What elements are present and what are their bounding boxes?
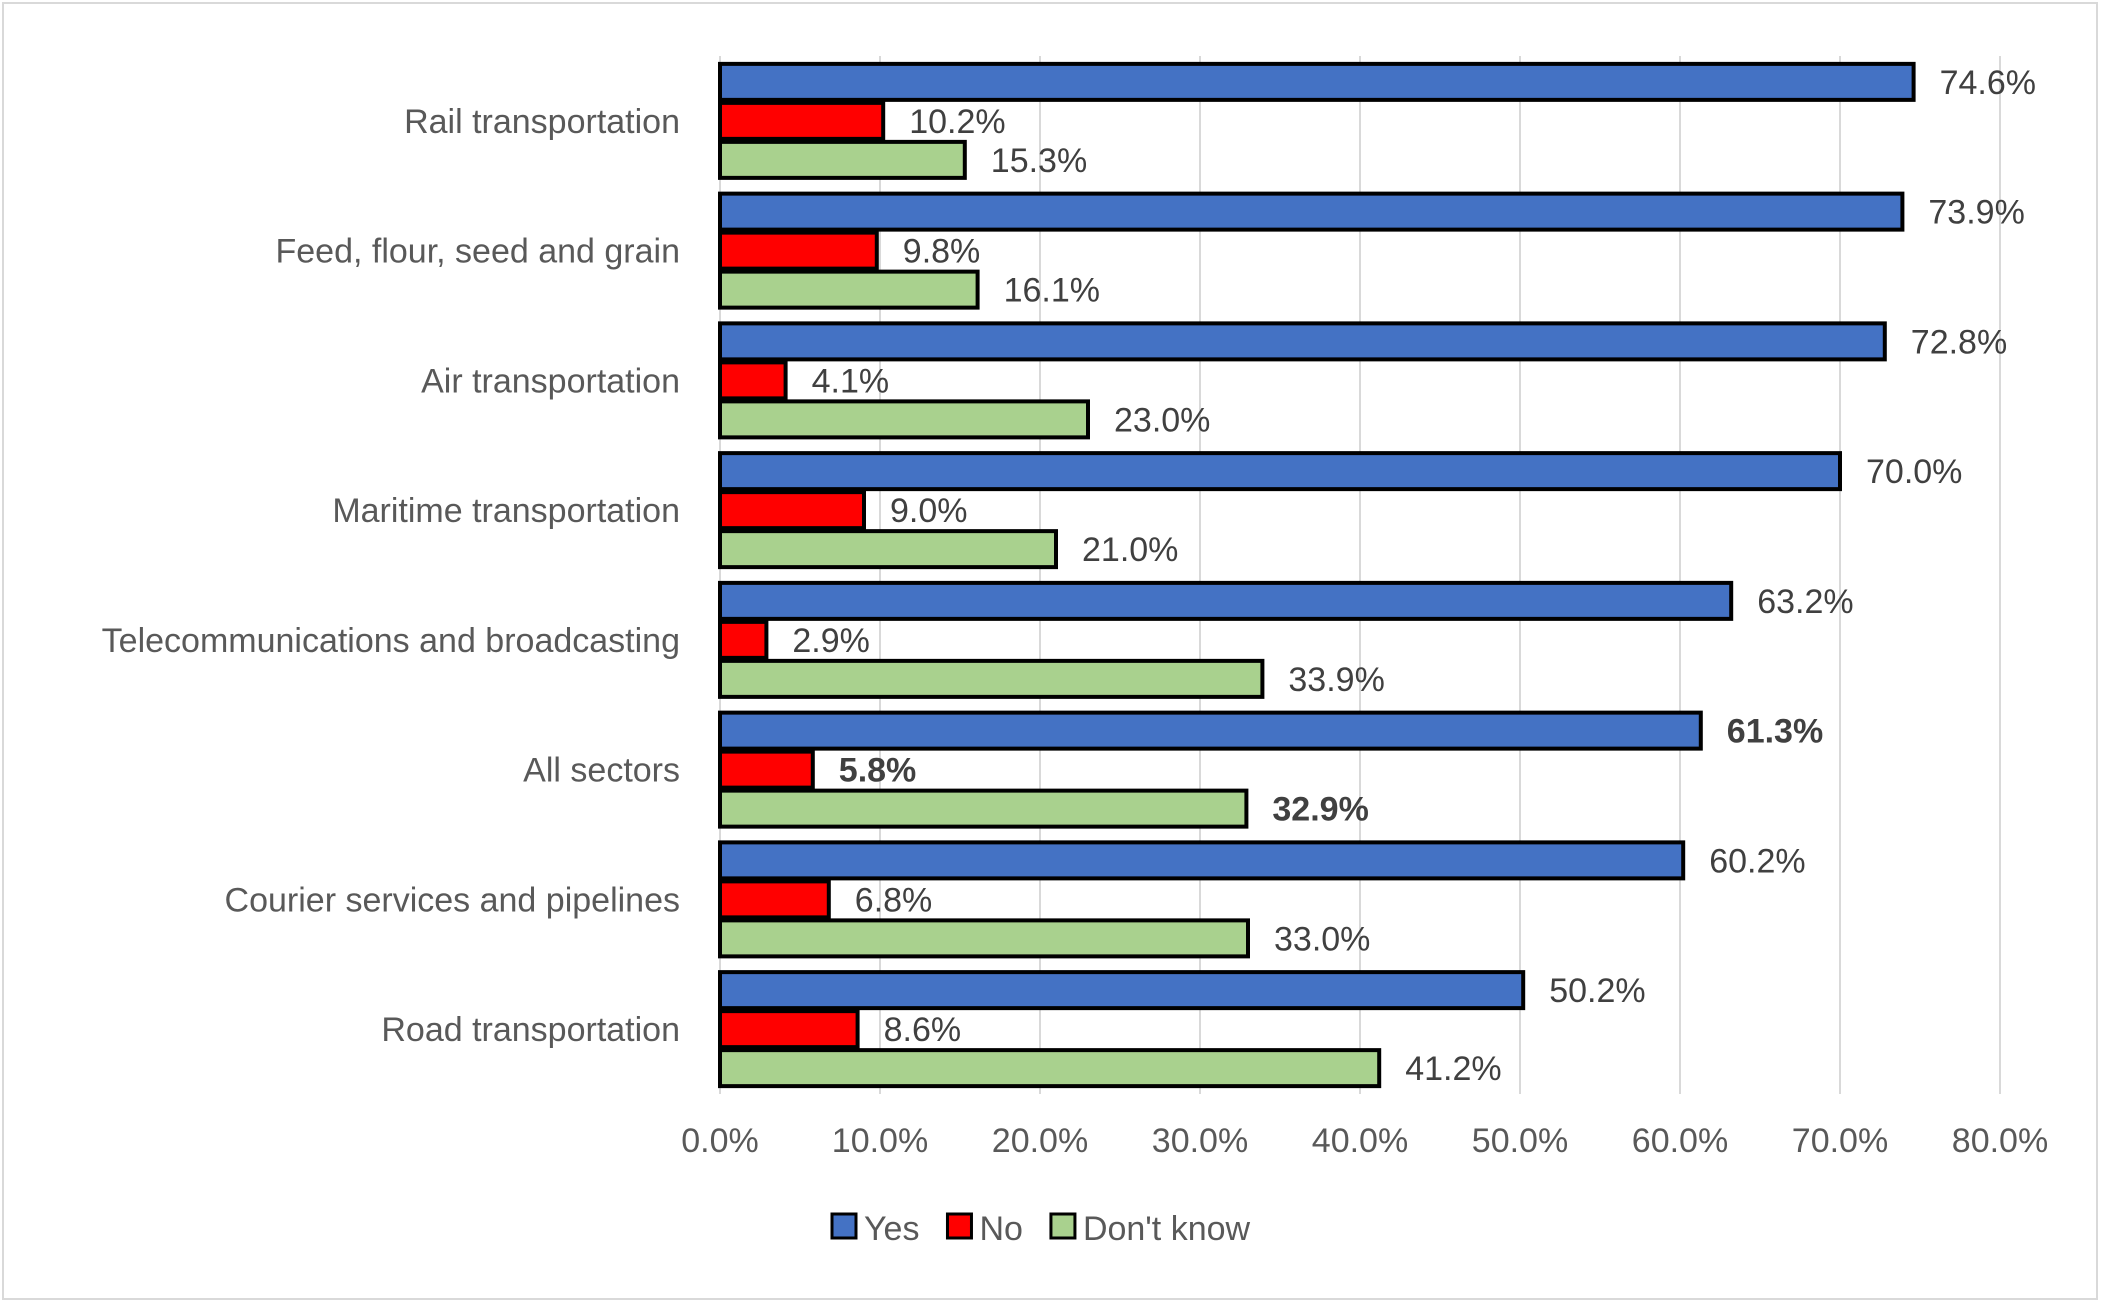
x-tick-label: 30.0% (1152, 1122, 1248, 1160)
bar-no-rail-transportation (718, 100, 886, 141)
bar-yes-feed-flour-seed-and-grain (718, 191, 1905, 232)
data-label-no: 5.8% (839, 752, 917, 790)
data-label-yes: 50.2% (1549, 972, 1645, 1010)
legend-swatch-no (945, 1212, 973, 1240)
data-label-don-t-know: 16.1% (1004, 272, 1100, 310)
legend-swatch-yes (830, 1212, 858, 1240)
bar-yes-air-transportation (718, 321, 1887, 362)
data-label-yes: 74.6% (1940, 64, 2036, 102)
category-label: Rail transportation (404, 103, 680, 141)
legend-swatch-don-t-know (1049, 1212, 1077, 1240)
x-tick-label: 40.0% (1312, 1122, 1408, 1160)
bar-don-t-know-maritime-transportation (718, 529, 1058, 570)
data-label-no: 4.1% (812, 362, 890, 400)
bar-don-t-know-road-transportation (718, 1048, 1382, 1089)
bar-don-t-know-telecommunications-and-broadcasting (718, 658, 1265, 699)
data-label-don-t-know: 15.3% (991, 142, 1087, 180)
bar-yes-road-transportation (718, 970, 1526, 1011)
x-axis-ticks: 0.0% 10.0% 20.0% 30.0% 40.0% 50.0% 60.0% 70.0% 8… (681, 1122, 2048, 1160)
x-tick-label: 0.0% (681, 1122, 759, 1160)
category-label: Road transportation (381, 1011, 680, 1049)
legend-label-don-t-know: Don't know (1083, 1210, 1251, 1248)
data-label-yes: 70.0% (1866, 453, 1962, 491)
x-tick-label: 80.0% (1952, 1122, 2048, 1160)
category-label: Air transportation (421, 362, 680, 400)
data-labels: 74.6% 10.2%15.3% 73.9% 9.8% 16.1% 72.8% 4.1% 23… (792, 64, 2036, 1088)
x-tick-label: 60.0% (1632, 1122, 1728, 1160)
data-label-don-t-know: 41.2% (1405, 1050, 1501, 1088)
bar-no-air-transportation (718, 360, 788, 401)
category-label: Feed, flour, seed and grain (276, 233, 681, 271)
category-label: Telecommunications and broadcasting (102, 622, 680, 660)
data-label-no: 9.0% (890, 492, 968, 530)
bar-yes-all-sectors (718, 710, 1703, 751)
bar-no-feed-flour-seed-and-grain (718, 230, 879, 271)
x-tick-label: 50.0% (1472, 1122, 1568, 1160)
data-label-yes: 72.8% (1911, 323, 2007, 361)
data-label-don-t-know: 33.9% (1288, 661, 1384, 699)
bar-yes-courier-services-and-pipelines (718, 840, 1686, 881)
data-label-yes: 63.2% (1757, 583, 1853, 621)
category-label: All sectors (523, 752, 680, 790)
data-label-don-t-know: 32.9% (1272, 791, 1368, 829)
bar-no-all-sectors (718, 749, 815, 790)
grouped-bar-chart: 74.6% 10.2%15.3% 73.9% 9.8% 16.1% 72.8% 4.1% 23… (102, 56, 2048, 1248)
data-label-don-t-know: 23.0% (1114, 401, 1210, 439)
data-label-don-t-know: 21.0% (1082, 531, 1178, 569)
data-label-don-t-know: 33.0% (1274, 920, 1370, 958)
bar-don-t-know-rail-transportation (718, 139, 967, 180)
category-label: Maritime transportation (332, 492, 680, 530)
bar-don-t-know-courier-services-and-pipelines (718, 918, 1250, 959)
data-label-no: 9.8% (903, 233, 981, 271)
data-label-no: 2.9% (792, 622, 870, 660)
bar-yes-maritime-transportation (718, 451, 1842, 492)
x-tick-label: 10.0% (832, 1122, 928, 1160)
data-label-yes: 73.9% (1928, 194, 2024, 232)
legend: Yes No Don't know (830, 1210, 1251, 1248)
bar-yes-telecommunications-and-broadcasting (718, 580, 1734, 621)
data-label-no: 10.2% (909, 103, 1005, 141)
category-labels: Rail transportation Feed, flour, seed and… (102, 103, 680, 1049)
data-label-yes: 61.3% (1727, 713, 1823, 751)
bar-no-road-transportation (718, 1009, 860, 1050)
data-label-no: 6.8% (855, 881, 933, 919)
bars (718, 61, 1916, 1089)
bar-yes-rail-transportation (718, 61, 1916, 102)
bar-no-courier-services-and-pipelines (718, 879, 831, 920)
bar-don-t-know-all-sectors (718, 788, 1249, 829)
bar-no-maritime-transportation (718, 490, 866, 531)
x-tick-label: 70.0% (1792, 1122, 1888, 1160)
bar-no-telecommunications-and-broadcasting (718, 619, 769, 660)
data-label-no: 8.6% (884, 1011, 962, 1049)
legend-label-no: No (979, 1210, 1022, 1248)
category-label: Courier services and pipelines (225, 881, 680, 919)
legend-label-yes: Yes (864, 1210, 919, 1248)
bar-don-t-know-feed-flour-seed-and-grain (718, 269, 980, 310)
bar-don-t-know-air-transportation (718, 399, 1090, 440)
data-label-yes: 60.2% (1709, 842, 1805, 880)
x-tick-label: 20.0% (992, 1122, 1088, 1160)
